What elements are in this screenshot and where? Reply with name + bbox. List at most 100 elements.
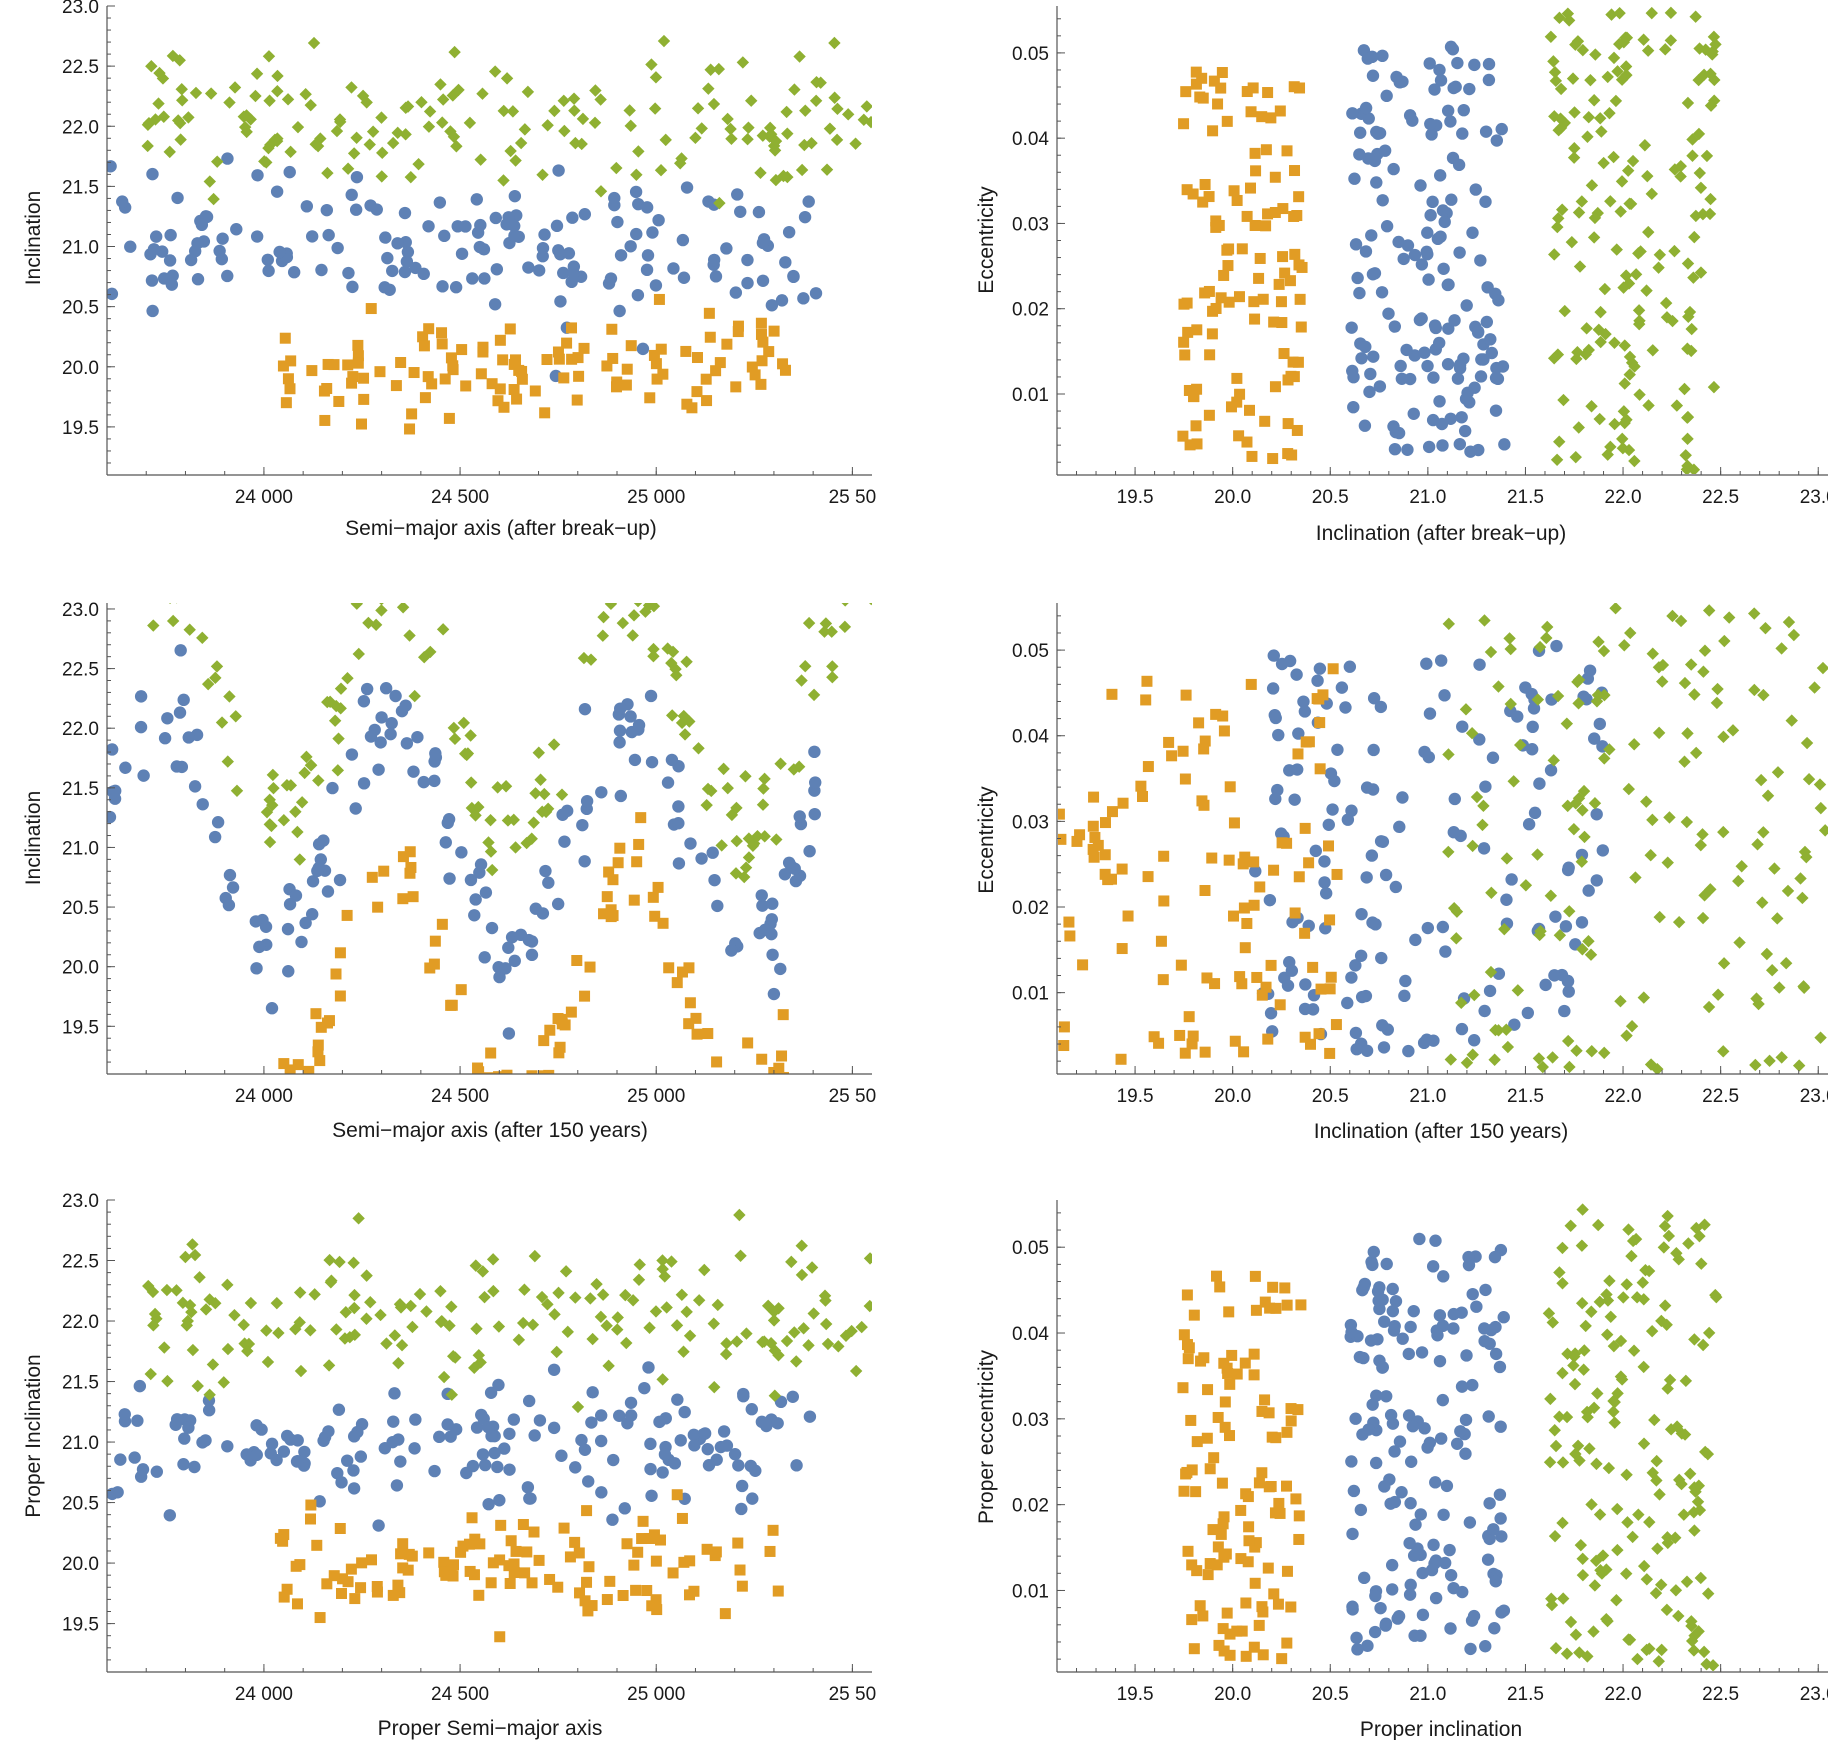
point-family-1 xyxy=(1444,115,1457,128)
point-family-1 xyxy=(1427,371,1440,384)
point-family-2 xyxy=(1058,1021,1070,1033)
point-family-1 xyxy=(766,948,779,961)
point-family-2 xyxy=(1265,959,1277,971)
point-family-3 xyxy=(1718,634,1731,648)
point-family-3 xyxy=(788,1326,801,1339)
y-tick-label: 20.5 xyxy=(62,898,99,919)
point-family-2 xyxy=(1106,688,1118,700)
point-family-1 xyxy=(1421,226,1434,239)
point-family-2 xyxy=(630,1584,642,1596)
point-family-3 xyxy=(1572,206,1586,219)
point-family-1 xyxy=(1297,695,1310,708)
point-family-1 xyxy=(809,776,822,789)
point-family-1 xyxy=(470,1421,484,1434)
point-family-1 xyxy=(1364,367,1377,381)
point-family-3 xyxy=(1757,688,1770,702)
point-family-3 xyxy=(534,773,547,786)
point-family-1 xyxy=(1354,1503,1368,1517)
point-family-1 xyxy=(464,873,478,887)
point-family-3 xyxy=(660,1301,673,1314)
point-family-1 xyxy=(1403,372,1417,386)
x-axis-label: Inclination (after break−up) xyxy=(1316,522,1566,545)
point-family-2 xyxy=(1285,1403,1297,1415)
point-family-2 xyxy=(1285,1601,1297,1613)
point-family-1 xyxy=(1421,1441,1434,1454)
point-family-3 xyxy=(586,1332,599,1346)
point-family-2 xyxy=(751,1107,762,1118)
point-family-3 xyxy=(1544,30,1558,43)
point-family-1 xyxy=(1401,239,1415,252)
point-family-3 xyxy=(654,164,668,177)
point-family-1 xyxy=(1441,104,1455,117)
point-family-2 xyxy=(285,355,297,367)
point-family-1 xyxy=(1269,711,1282,725)
point-family-3 xyxy=(474,1356,487,1369)
point-family-3 xyxy=(1707,380,1721,394)
point-family-3 xyxy=(1615,175,1629,188)
point-family-2 xyxy=(501,1069,513,1074)
point-family-1 xyxy=(1366,783,1380,796)
point-family-1 xyxy=(613,724,627,737)
x-tick-label: 24 500 xyxy=(431,1684,489,1705)
point-family-2 xyxy=(494,1631,506,1643)
point-family-1 xyxy=(1347,370,1360,384)
point-family-1 xyxy=(1346,1527,1359,1541)
point-family-2 xyxy=(1239,851,1251,863)
point-family-3 xyxy=(147,619,160,632)
point-family-1 xyxy=(1429,1476,1442,1489)
point-family-3 xyxy=(1673,1473,1686,1487)
point-family-1 xyxy=(613,736,626,749)
point-family-1 xyxy=(1447,825,1460,839)
point-family-3 xyxy=(211,155,224,168)
point-family-3 xyxy=(1476,818,1489,832)
point-family-1 xyxy=(678,1405,691,1419)
point-family-1 xyxy=(116,195,129,208)
point-family-2 xyxy=(390,380,402,392)
x-tick-label: 25 50 xyxy=(829,487,877,508)
point-family-1 xyxy=(1319,887,1333,900)
point-family-3 xyxy=(633,1258,646,1271)
point-family-2 xyxy=(1269,171,1281,183)
point-family-3 xyxy=(1623,350,1637,364)
point-family-3 xyxy=(1550,453,1564,467)
point-family-2 xyxy=(684,1555,696,1567)
point-family-2 xyxy=(1249,313,1261,325)
point-family-3 xyxy=(538,787,551,801)
point-family-3 xyxy=(1594,335,1607,349)
point-family-2 xyxy=(558,1522,570,1534)
point-family-3 xyxy=(1637,1559,1651,1573)
point-family-1 xyxy=(1345,1455,1358,1468)
x-tick-label: 25 50 xyxy=(829,1086,877,1107)
point-family-2 xyxy=(650,1594,662,1606)
point-family-3 xyxy=(1504,697,1517,711)
point-family-3 xyxy=(669,662,682,676)
point-family-2 xyxy=(1186,1559,1198,1571)
point-family-3 xyxy=(470,1322,483,1335)
point-family-1 xyxy=(1318,876,1331,889)
point-family-3 xyxy=(1757,826,1770,839)
point-family-2 xyxy=(392,1579,404,1591)
point-family-1 xyxy=(1388,1495,1402,1509)
point-family-2 xyxy=(278,1591,290,1603)
point-family-2 xyxy=(652,881,664,893)
point-family-2 xyxy=(1224,1430,1236,1442)
point-family-3 xyxy=(695,122,708,135)
point-family-1 xyxy=(1463,82,1476,96)
point-family-3 xyxy=(1531,693,1545,706)
point-family-2 xyxy=(1259,415,1271,427)
point-family-3 xyxy=(1686,149,1699,162)
point-family-1 xyxy=(1407,1304,1420,1318)
point-family-3 xyxy=(1650,1474,1663,1487)
point-family-2 xyxy=(572,352,584,364)
y-axis-label: Inclination xyxy=(22,791,45,886)
point-family-1 xyxy=(1479,780,1492,793)
point-family-2 xyxy=(310,1008,322,1020)
point-family-2 xyxy=(772,1585,784,1597)
point-family-1 xyxy=(149,230,163,243)
point-family-1 xyxy=(1423,707,1437,720)
point-family-1 xyxy=(765,913,778,926)
point-family-3 xyxy=(1722,611,1736,624)
point-family-3 xyxy=(295,796,309,809)
point-family-2 xyxy=(472,1062,484,1074)
